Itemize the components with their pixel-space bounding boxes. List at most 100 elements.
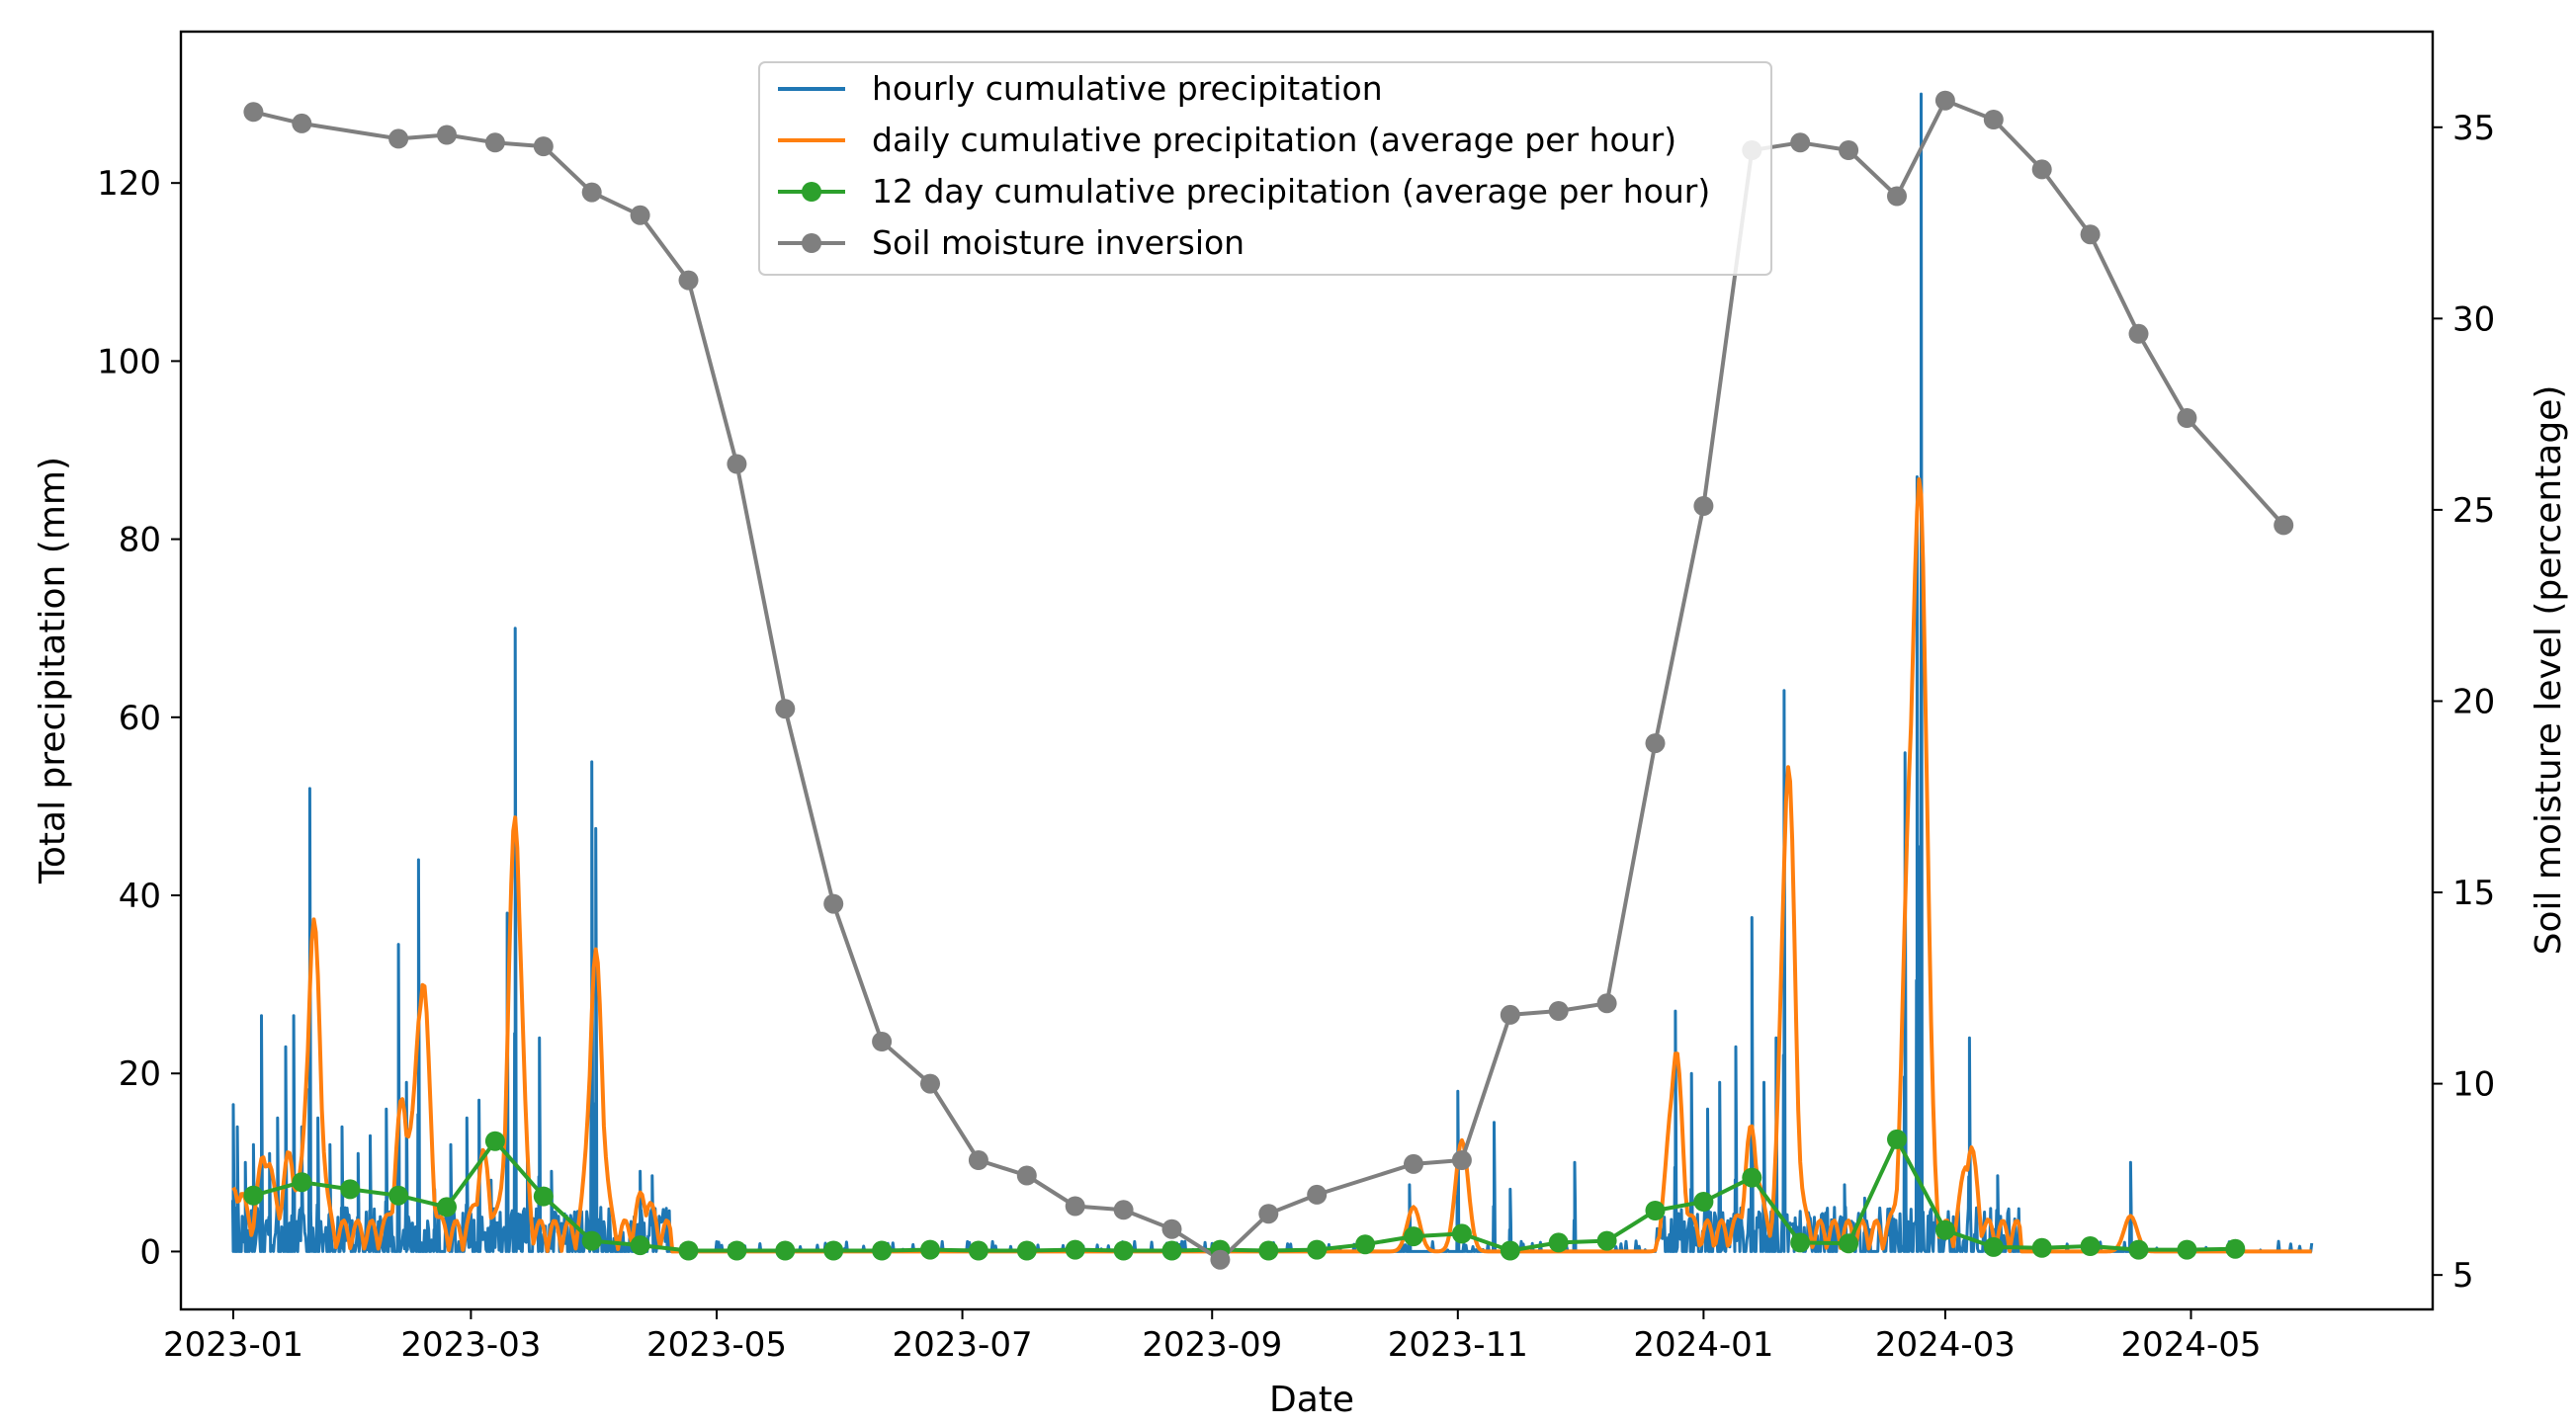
- y-axis-left-label: Total precipitation (mm): [33, 457, 73, 884]
- twelve-day-point: [1113, 1240, 1134, 1261]
- twelve-day-point: [581, 1230, 602, 1251]
- twelve-day-point: [2177, 1239, 2197, 1260]
- soil-moisture-point: [484, 132, 505, 153]
- x-axis: 2023-01 2023-03 2023-05 2023-07 2023-09 2023-…: [163, 1309, 2262, 1365]
- twelve-day-point: [292, 1172, 312, 1193]
- soil-moisture-point: [920, 1073, 940, 1094]
- twelve-day-point: [678, 1240, 699, 1261]
- y-left-tick-label: 100: [97, 342, 161, 381]
- soil-moisture-point: [1839, 140, 1859, 160]
- x-tick-label: 2024-03: [1875, 1325, 2016, 1365]
- legend-label-hourly: hourly cumulative precipitation: [872, 69, 1383, 108]
- soil-moisture-point: [823, 893, 844, 914]
- y-right-tick-label: 20: [2452, 682, 2495, 721]
- y-axis-right: 5 10 15 20 25 30 35: [2433, 109, 2495, 1296]
- y-right-tick-label: 5: [2452, 1256, 2474, 1296]
- legend-label-twelve-day: 12 day cumulative precipitation (average…: [872, 172, 1710, 210]
- soil-moisture-point: [968, 1150, 988, 1170]
- soil-moisture-point: [1404, 1153, 1423, 1174]
- x-tick-label: 2024-01: [1633, 1325, 1773, 1365]
- twelve-day-point: [1887, 1129, 1907, 1149]
- soil-moisture-point: [1790, 132, 1811, 153]
- twelve-day-point: [2031, 1237, 2052, 1258]
- soil-moisture-point: [1451, 1150, 1472, 1170]
- soil-moisture-point: [727, 454, 747, 474]
- soil-moisture-point: [1500, 1004, 1520, 1025]
- twelve-day-point: [1161, 1240, 1182, 1261]
- soil-moisture-point: [1210, 1249, 1231, 1270]
- twelve-day-point: [1548, 1232, 1569, 1253]
- y-left-tick-label: 60: [119, 699, 161, 738]
- soil-moisture-point: [1548, 1001, 1569, 1021]
- soil-moisture-point: [1645, 733, 1666, 754]
- soil-moisture-point: [1983, 110, 2004, 129]
- soil-moisture-point: [388, 128, 409, 149]
- twelve-day-point: [2128, 1239, 2149, 1260]
- y-left-tick-label: 0: [139, 1232, 161, 1272]
- y-axis-right-label: Soil moisture level (percentage): [2529, 385, 2569, 956]
- soil-moisture-point: [1016, 1165, 1037, 1186]
- twelve-day-point: [2080, 1236, 2101, 1256]
- twelve-day-point: [388, 1185, 409, 1206]
- twelve-day-point: [243, 1185, 264, 1206]
- legend-swatch-soil-marker: [802, 233, 821, 253]
- y-right-tick-label: 15: [2452, 874, 2495, 913]
- twelve-day-point: [1839, 1233, 1859, 1254]
- soil-moisture-point: [2274, 515, 2294, 536]
- y-right-tick-label: 10: [2452, 1065, 2495, 1105]
- x-tick-label: 2023-01: [163, 1325, 303, 1365]
- twelve-day-point: [484, 1131, 505, 1151]
- twelve-day-point: [533, 1186, 554, 1207]
- twelve-day-point: [1065, 1239, 1085, 1260]
- twelve-day-point: [2225, 1238, 2246, 1259]
- soil-moisture-point: [630, 205, 650, 225]
- soil-moisture-point: [581, 182, 602, 203]
- twelve-day-point: [1742, 1167, 1762, 1188]
- y-right-tick-label: 30: [2452, 299, 2495, 339]
- twelve-day-point: [920, 1239, 940, 1260]
- twelve-day-point: [1500, 1240, 1520, 1261]
- y-axis-left: 0 20 40 60 80 100 120: [97, 164, 181, 1272]
- x-axis-label: Date: [1269, 1380, 1354, 1420]
- twelve-day-point: [968, 1240, 988, 1261]
- series-soil-line: [252, 98, 2285, 1262]
- twelve-day-point: [1355, 1234, 1376, 1255]
- legend-label-daily: daily cumulative precipitation (average …: [872, 121, 1676, 159]
- twelve-day-point: [340, 1179, 361, 1200]
- x-tick-label: 2023-05: [646, 1325, 787, 1365]
- y-left-tick-label: 20: [119, 1054, 161, 1094]
- legend: hourly cumulative precipitation daily cu…: [758, 61, 1772, 276]
- twelve-day-point: [1983, 1236, 2004, 1257]
- soil-moisture-point: [533, 136, 554, 157]
- twelve-day-point: [1258, 1240, 1279, 1261]
- series-twelve-day-line: [252, 1136, 2236, 1253]
- y-left-tick-label: 80: [119, 521, 161, 560]
- legend-swatch-twelve-day-marker: [802, 182, 821, 202]
- twelve-day-point: [1404, 1226, 1423, 1247]
- soil-moisture-point: [872, 1032, 893, 1051]
- twelve-day-point: [1693, 1192, 1714, 1212]
- soil-moisture-point: [1887, 186, 1907, 207]
- y-left-tick-label: 120: [97, 164, 161, 204]
- x-tick-label: 2023-11: [1388, 1325, 1528, 1365]
- legend-label-soil: Soil moisture inversion: [872, 223, 1245, 262]
- plot-frame: [179, 30, 2435, 1311]
- legend-box: [758, 61, 1772, 276]
- twelve-day-point: [1790, 1232, 1811, 1253]
- twelve-day-point: [1307, 1239, 1328, 1260]
- x-tick-label: 2024-05: [2120, 1325, 2261, 1365]
- soil-moisture-point: [1065, 1196, 1085, 1217]
- soil-moisture-point: [243, 102, 264, 123]
- soil-moisture-point: [437, 125, 457, 145]
- soil-moisture-point: [2031, 159, 2052, 180]
- twelve-day-point: [437, 1197, 457, 1218]
- twelve-day-point: [872, 1240, 893, 1261]
- soil-moisture-point: [2177, 408, 2197, 428]
- twelve-day-point: [1645, 1201, 1666, 1220]
- soil-moisture-point: [2080, 224, 2101, 245]
- soil-moisture-point: [1307, 1184, 1328, 1205]
- soil-moisture-point: [1596, 993, 1617, 1014]
- twelve-day-point: [823, 1240, 844, 1261]
- twelve-day-point: [1016, 1240, 1037, 1261]
